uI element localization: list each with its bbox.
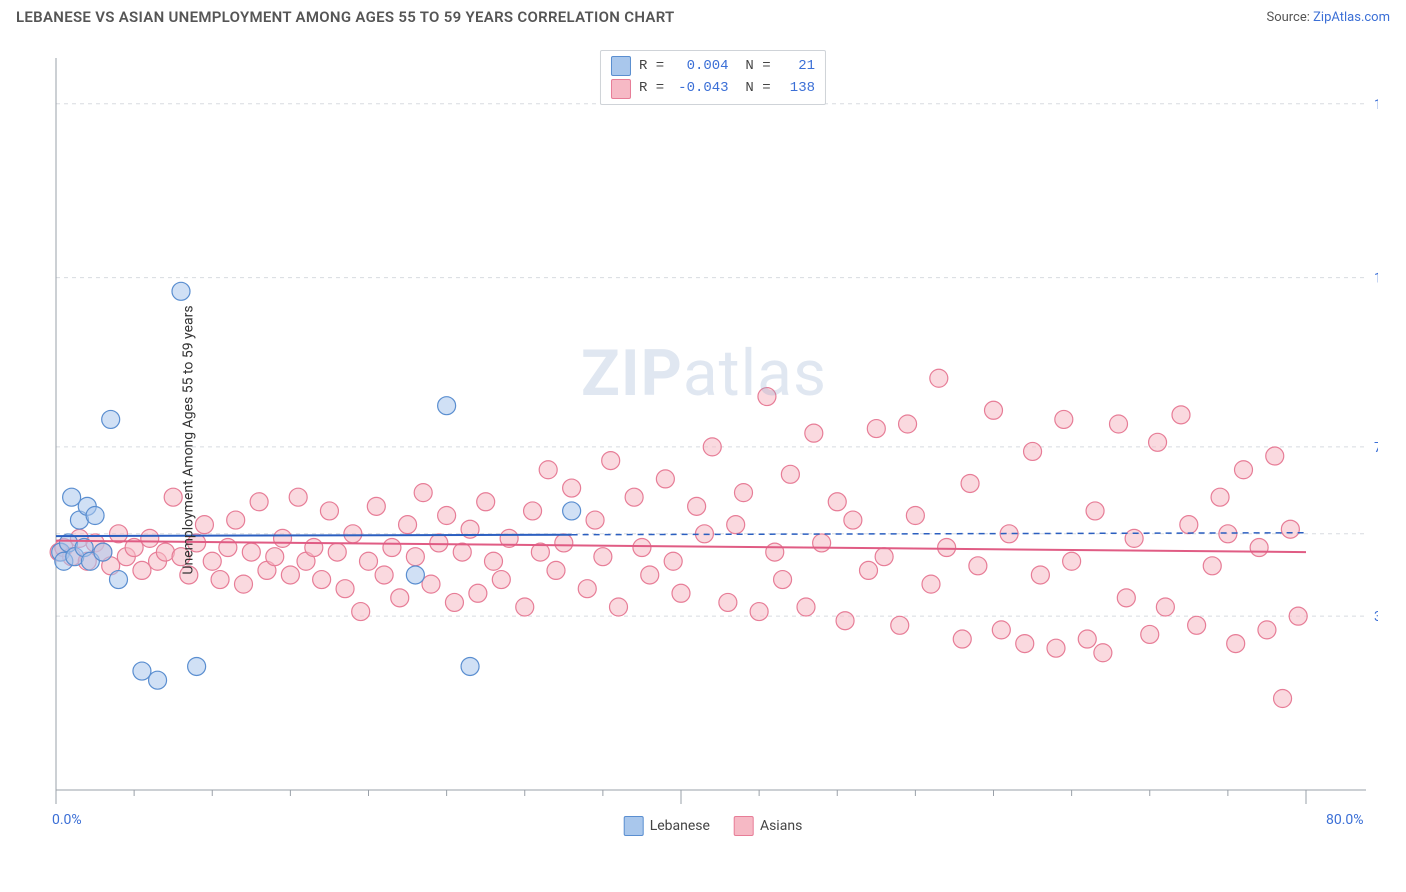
legend-row-asians: R = -0.043 N = 138 xyxy=(611,77,815,99)
lebanese-n-value: 21 xyxy=(779,55,815,77)
x-axis-max-label: 80.0% xyxy=(1326,812,1364,828)
x-axis-min-label: 0.0% xyxy=(52,812,82,828)
source-prefix: Source: xyxy=(1266,10,1313,25)
legend-item-asians: Asians xyxy=(734,816,802,836)
lebanese-swatch xyxy=(611,56,631,76)
chart-area: Unemployment Among Ages 55 to 59 years 3… xyxy=(48,50,1378,830)
svg-text:3.8%: 3.8% xyxy=(1374,609,1378,625)
lebanese-label: Lebanese xyxy=(650,818,710,834)
asians-swatch-bottom xyxy=(734,816,754,836)
chart-title: LEBANESE VS ASIAN UNEMPLOYMENT AMONG AGE… xyxy=(16,8,675,26)
title-bar: LEBANESE VS ASIAN UNEMPLOYMENT AMONG AGE… xyxy=(0,0,1406,30)
correlation-legend: R = 0.004 N = 21 R = -0.043 N = 138 xyxy=(600,50,826,105)
svg-text:11.2%: 11.2% xyxy=(1374,271,1378,287)
source-link[interactable]: ZipAtlas.com xyxy=(1313,10,1390,25)
legend-item-lebanese: Lebanese xyxy=(624,816,710,836)
asians-swatch xyxy=(611,79,631,99)
source-attribution: Source: ZipAtlas.com xyxy=(1266,10,1390,25)
legend-row-lebanese: R = 0.004 N = 21 xyxy=(611,55,815,77)
asians-r-value: -0.043 xyxy=(673,77,729,99)
asians-n-value: 138 xyxy=(779,77,815,99)
y-axis-label: Unemployment Among Ages 55 to 59 years xyxy=(181,305,197,574)
scatter-plot: 3.8% 7.5% 11.2% 15.0% xyxy=(48,50,1378,830)
series-legend: Lebanese Asians xyxy=(624,816,803,836)
svg-text:15.0%: 15.0% xyxy=(1374,97,1378,113)
asians-label: Asians xyxy=(760,818,802,834)
lebanese-r-value: 0.004 xyxy=(673,55,729,77)
lebanese-swatch-bottom xyxy=(624,816,644,836)
svg-text:7.5%: 7.5% xyxy=(1374,440,1378,456)
